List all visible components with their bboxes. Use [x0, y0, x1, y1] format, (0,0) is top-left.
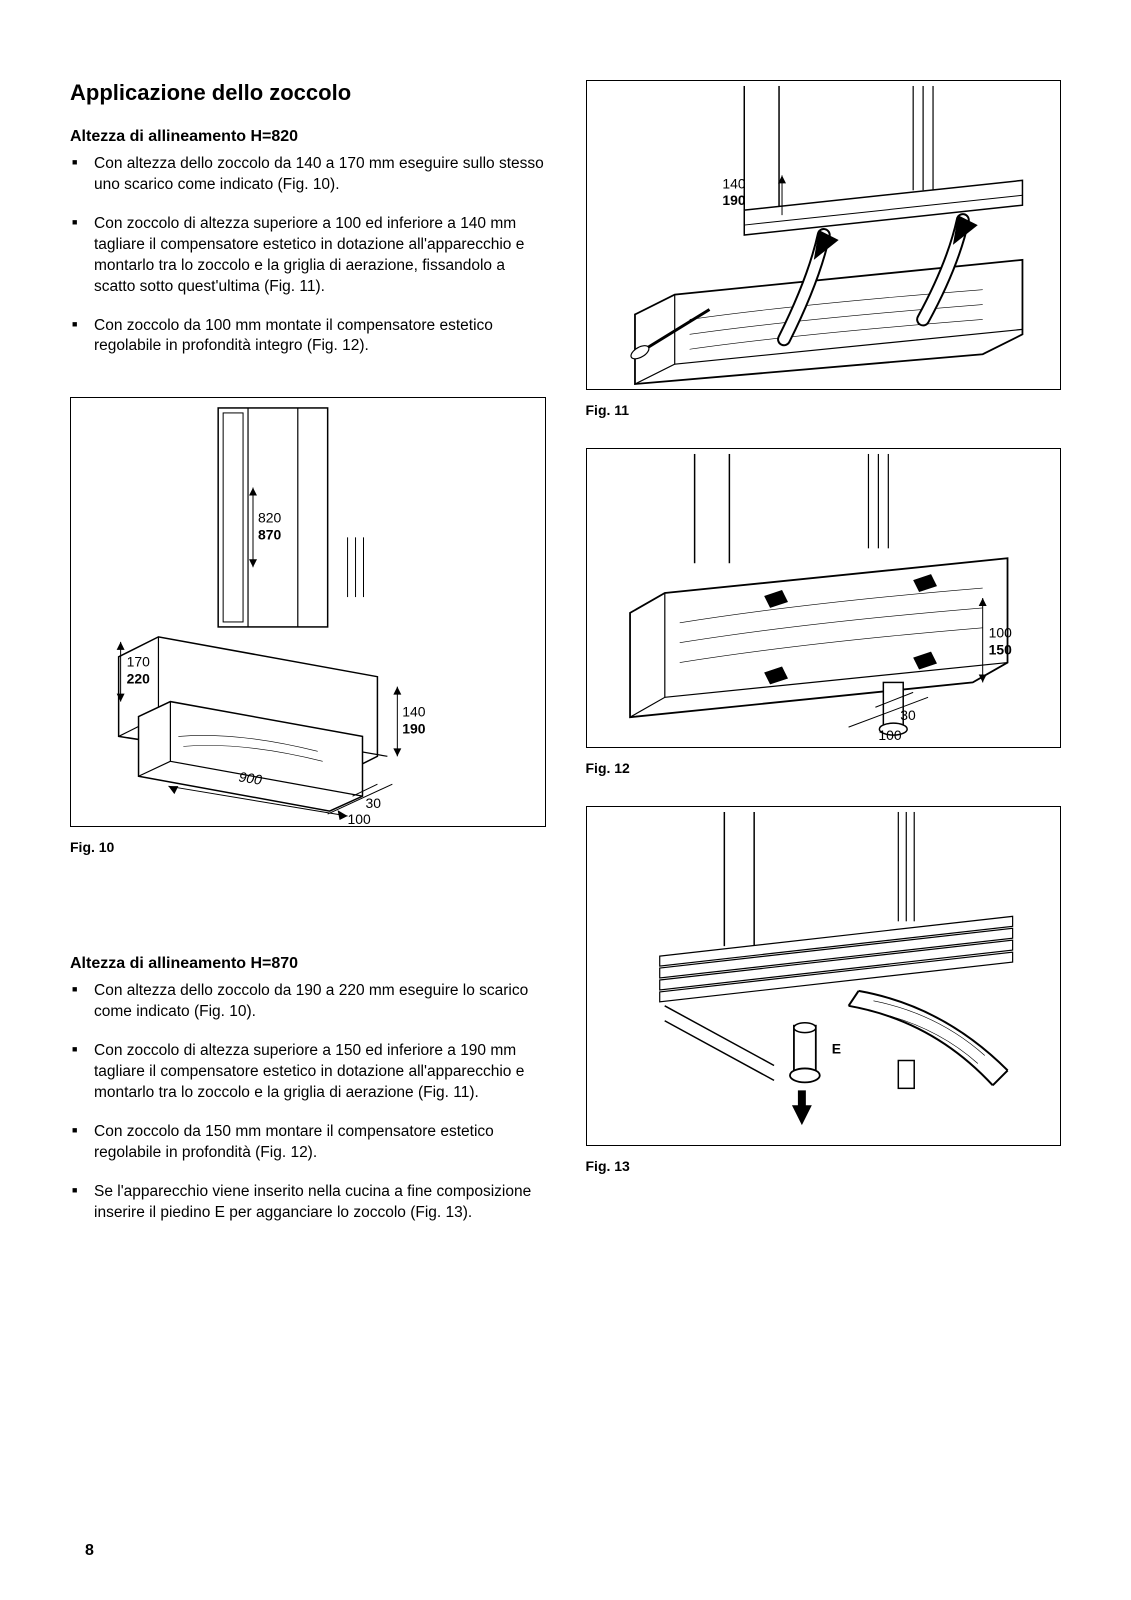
section1-heading: Altezza di allineamento H=820: [70, 128, 546, 146]
figure-12-caption: Fig. 12: [586, 760, 1062, 776]
figure-11-caption: Fig. 11: [586, 402, 1062, 418]
svg-text:140: 140: [722, 175, 745, 191]
svg-text:30: 30: [365, 795, 381, 811]
list-item: Con altezza dello zoccolo da 140 a 170 m…: [70, 154, 546, 196]
svg-text:870: 870: [258, 527, 281, 543]
svg-text:220: 220: [127, 671, 150, 687]
page-number: 8: [85, 1542, 94, 1560]
svg-text:820: 820: [258, 510, 281, 526]
svg-text:30: 30: [900, 707, 916, 723]
list-item: Con zoccolo di altezza superiore a 100 e…: [70, 214, 546, 298]
figure-13-caption: Fig. 13: [586, 1158, 1062, 1174]
figure-12: 100 150 30 100: [586, 448, 1062, 748]
svg-text:140: 140: [402, 704, 425, 720]
list-item: Con zoccolo da 150 mm montare il compens…: [70, 1122, 546, 1164]
section2-list: Con altezza dello zoccolo da 190 a 220 m…: [70, 981, 546, 1223]
list-item: Con zoccolo da 100 mm montate il compens…: [70, 316, 546, 358]
svg-text:190: 190: [402, 721, 425, 737]
list-item: Con altezza dello zoccolo da 190 a 220 m…: [70, 981, 546, 1023]
svg-text:100: 100: [348, 811, 371, 826]
svg-text:170: 170: [127, 654, 150, 670]
svg-text:100: 100: [988, 625, 1011, 641]
list-item: Se l'apparecchio viene inserito nella cu…: [70, 1182, 546, 1224]
svg-text:150: 150: [988, 642, 1011, 658]
section2-heading: Altezza di allineamento H=870: [70, 955, 546, 973]
figure-13: E: [586, 806, 1062, 1146]
svg-text:190: 190: [722, 192, 745, 208]
svg-text:100: 100: [878, 727, 901, 743]
figure-10: 820 870 170 220: [70, 397, 546, 827]
section1-list: Con altezza dello zoccolo da 140 a 170 m…: [70, 154, 546, 357]
list-item: Con zoccolo di altezza superiore a 150 e…: [70, 1041, 546, 1104]
svg-text:E: E: [831, 1041, 840, 1057]
figure-10-caption: Fig. 10: [70, 839, 546, 855]
figure-11: 140 190: [586, 80, 1062, 390]
page-title: Applicazione dello zoccolo: [70, 80, 546, 106]
